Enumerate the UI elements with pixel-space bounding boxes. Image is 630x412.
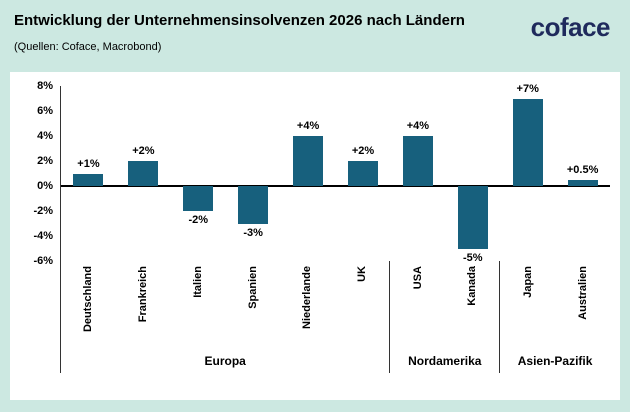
bar-spanien	[238, 186, 269, 224]
bar-value-label: -5%	[463, 251, 483, 264]
category-label-cell: Niederlande	[280, 261, 335, 349]
bar-value-label: +4%	[406, 120, 430, 132]
bar-value-label: +7%	[516, 82, 539, 95]
category-label-cell: Deutschland	[61, 261, 116, 349]
source-note: (Quellen: Coface, Macrobond)	[14, 41, 162, 53]
bar-value-label: +1%	[77, 157, 100, 170]
chart-body: +1% +2% -2% -3% +4% +2% +4% -5% +7% +0.5% Deutsch…	[60, 83, 610, 373]
bar-value-label: -3%	[243, 226, 263, 239]
bar-kanada	[457, 186, 488, 249]
y-tick-label: -2%	[33, 205, 53, 217]
category-group: Deutschland Frankreich Italien Spanien Niede…	[61, 261, 391, 349]
category-label-cell: Spanien	[225, 261, 280, 349]
bar-frankreich	[128, 161, 159, 186]
bar-column: +2%	[336, 86, 391, 261]
category-label-cell: Frankreich	[116, 261, 171, 349]
page-title: Entwicklung der Unternehmensinsolvenzen …	[14, 12, 465, 29]
group-label: Europa	[61, 349, 391, 373]
bar-column: +0.5%	[555, 86, 610, 261]
y-tick-label: 2%	[37, 155, 53, 167]
bar-australien	[567, 179, 598, 186]
category-label: Frankreich	[137, 266, 150, 323]
bar-column: +1%	[61, 86, 116, 261]
bars-area: +1% +2% -2% -3% +4% +2% +4% -5% +7% +0.5%	[61, 83, 610, 264]
bar-japan	[512, 98, 543, 186]
y-tick-label: -4%	[33, 230, 53, 242]
y-tick-label: 8%	[37, 80, 53, 92]
category-label: USA	[411, 266, 424, 290]
category-label-cell: Kanada	[445, 261, 499, 349]
category-label: Italien	[191, 266, 204, 298]
group-labels-row: Europa Nordamerika Asien-Pazifik	[61, 349, 610, 373]
bar-uk	[347, 161, 378, 186]
zero-axis-line	[61, 185, 610, 187]
coface-logo: coface	[530, 12, 611, 42]
category-label-cell: Australien	[555, 261, 610, 349]
bar-deutschland	[73, 173, 104, 186]
y-tick-label: 4%	[37, 130, 53, 142]
category-label: Kanada	[466, 266, 478, 306]
plot-area: +1% +2% -2% -3% +4% +2% +4% -5% +7% +0.5%	[61, 83, 610, 264]
category-label: Australien	[576, 266, 589, 320]
bar-value-label: +2%	[132, 145, 155, 157]
chart-panel: 8% 6% 4% 2% 0% -2% -4% -6% +1% +2% -2% -3% +4% +2% +4…	[10, 72, 620, 400]
bar-column: +7%	[500, 83, 555, 261]
bar-column: -2%	[171, 86, 226, 261]
group-label: Asien-Pazifik	[517, 354, 593, 368]
bar-column: +4%	[390, 86, 445, 261]
category-label: Deutschland	[82, 266, 95, 333]
category-group: Japan Australien	[500, 261, 610, 349]
category-group: USA Kanada	[390, 261, 501, 349]
bar-usa	[402, 136, 433, 186]
category-label-cell: USA	[390, 261, 444, 349]
y-tick-label: 0%	[37, 180, 53, 192]
bar-column: +4%	[281, 86, 336, 261]
header: Entwicklung der Unternehmensinsolvenzen …	[14, 12, 616, 68]
category-label-cell: Japan	[500, 261, 555, 349]
bar-value-label: +4%	[296, 120, 320, 132]
bar-value-label: +0.5%	[566, 163, 599, 176]
bar-value-label: +2%	[351, 145, 375, 157]
bar-column: -5%	[445, 86, 500, 264]
category-label-cell: UK	[335, 261, 390, 349]
bar-chart: 8% 6% 4% 2% 0% -2% -4% -6% +1% +2% -2% -3% +4% +2% +4…	[10, 72, 620, 400]
bar-value-label: -2%	[188, 214, 209, 226]
group-label: Nordamerika	[390, 349, 501, 373]
y-axis-labels: 8% 6% 4% 2% 0% -2% -4% -6%	[16, 80, 60, 267]
bar-italien	[183, 186, 214, 211]
y-tick-label: 6%	[37, 105, 53, 117]
category-label: Japan	[521, 266, 534, 298]
y-tick-label: -6%	[33, 255, 53, 267]
bar-niederlande	[293, 136, 324, 186]
bar-column: +2%	[116, 86, 171, 261]
category-groups: Deutschland Frankreich Italien Spanien Niede…	[61, 261, 610, 349]
category-label: Niederlande	[301, 266, 314, 329]
bar-column: -3%	[226, 86, 281, 261]
category-label-cell: Italien	[170, 261, 225, 349]
category-label: UK	[356, 266, 369, 282]
category-label: Spanien	[246, 266, 259, 309]
